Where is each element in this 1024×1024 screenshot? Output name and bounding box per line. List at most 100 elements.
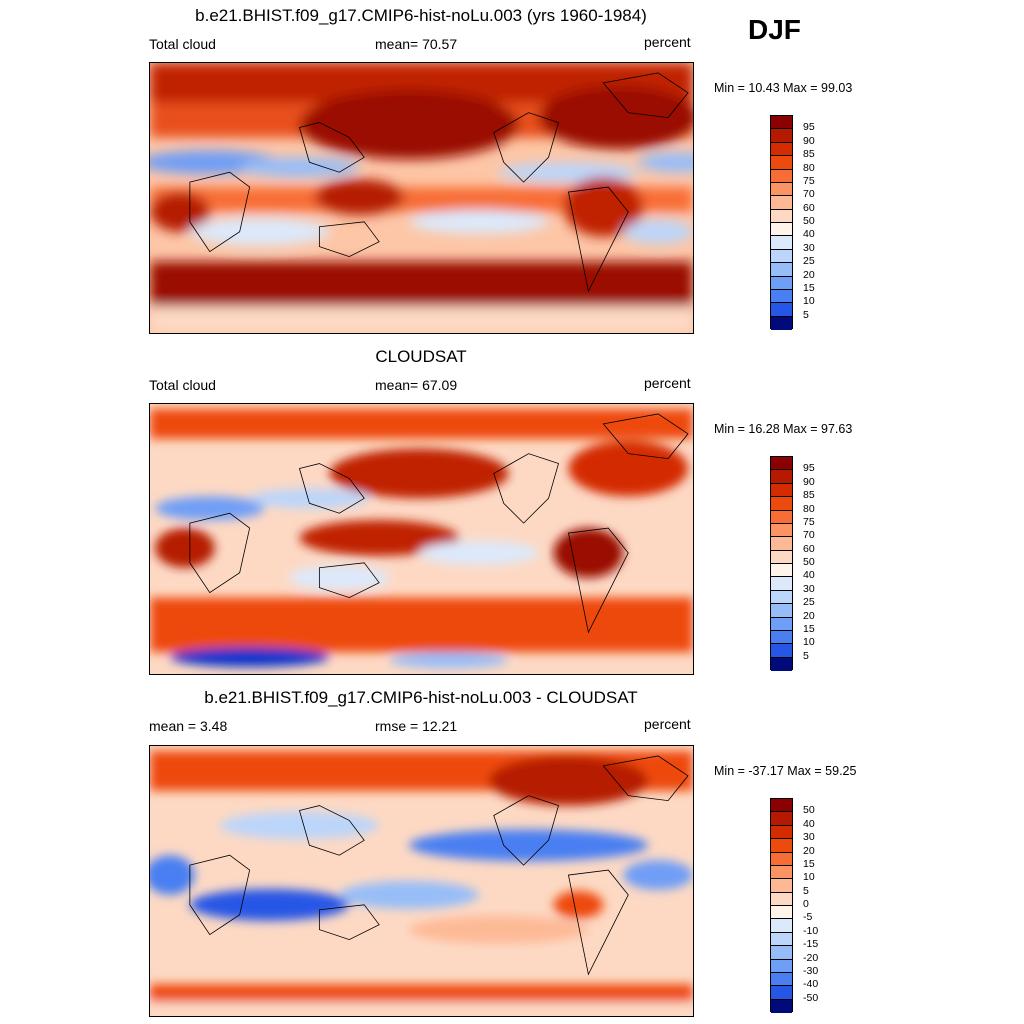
colorbar-swatch: [771, 986, 792, 1000]
colorbar-tick-label: 25: [803, 255, 815, 268]
colorbar-swatch: [771, 577, 792, 591]
colorbar-tick-label: 60: [803, 542, 815, 555]
season-label: DJF: [748, 14, 801, 45]
colorbar-tick-label: 90: [803, 475, 815, 488]
colorbar-tick-label: 0: [803, 898, 809, 910]
colorbar-swatch: [771, 617, 792, 631]
colorbar-swatch: [771, 523, 792, 538]
panel-3-rmse-label: rmse = 12.21: [375, 718, 458, 734]
colorbar-tick-label: 70: [803, 529, 815, 542]
colorbar-swatch: [771, 303, 792, 317]
colorbar-swatch: [771, 972, 792, 987]
panel-2-map: [149, 403, 694, 675]
colorbar-swatch: [771, 852, 792, 866]
colorbar-swatch: [771, 839, 792, 853]
colorbar-tick-label: 40: [803, 569, 815, 582]
colorbar-swatch: [771, 932, 792, 947]
panel-3-mean-label: mean = 3.48: [149, 718, 228, 734]
colorbar-tick-label: 20: [803, 268, 815, 281]
colorbar-tick-label: 30: [803, 831, 815, 844]
colorbar-swatch: [771, 510, 792, 524]
colorbar-swatch: [771, 249, 792, 264]
colorbar-swatch: [771, 156, 792, 170]
colorbar-tick-label: 20: [803, 609, 815, 622]
panel-1-units-label: percent: [644, 34, 691, 50]
colorbar-tick-label: 30: [803, 241, 815, 254]
colorbar-swatch: [771, 879, 792, 893]
colorbar-swatch: [771, 316, 792, 330]
colorbar-tick-label: -40: [803, 978, 819, 991]
colorbar-tick-label: 5: [803, 884, 809, 897]
panel-1-colorbar: [770, 115, 793, 330]
panel-3-map: [149, 745, 694, 1017]
panel-2-colorbar: [770, 456, 793, 671]
colorbar-swatch: [771, 169, 792, 183]
colorbar-tick-label: 80: [803, 161, 815, 174]
colorbar-swatch: [771, 799, 792, 813]
panel-2-variable-label: Total cloud: [149, 377, 216, 393]
colorbar-tick-label: 40: [803, 228, 815, 241]
colorbar-swatch: [771, 276, 792, 290]
colorbar-swatch: [771, 457, 792, 471]
colorbar-swatch: [771, 116, 792, 130]
colorbar-swatch: [771, 537, 792, 551]
panel-1-mean-label: mean= 70.57: [375, 36, 458, 52]
colorbar-tick-label: 5: [803, 308, 809, 321]
colorbar-swatch: [771, 129, 792, 143]
colorbar-tick-label: 60: [803, 201, 815, 214]
colorbar-swatch: [771, 865, 792, 880]
colorbar-tick-label: 85: [803, 148, 815, 161]
colorbar-swatch: [771, 999, 792, 1013]
panel-2-units-label: percent: [644, 375, 691, 391]
colorbar-swatch: [771, 564, 792, 578]
colorbar-swatch: [771, 906, 792, 920]
colorbar-swatch: [771, 657, 792, 671]
colorbar-tick-label: -5: [803, 911, 813, 924]
colorbar-tick-label: 20: [803, 844, 815, 857]
colorbar-tick-label: 75: [803, 174, 815, 187]
colorbar-tick-label: -20: [803, 951, 819, 964]
colorbar-tick-label: -10: [803, 924, 819, 937]
colorbar-swatch: [771, 196, 792, 210]
panel-1-title: b.e21.BHIST.f09_g17.CMIP6-hist-noLu.003 …: [195, 6, 647, 25]
colorbar-tick-label: 25: [803, 596, 815, 609]
colorbar-tick-label: 90: [803, 134, 815, 147]
colorbar-tick-label: 70: [803, 188, 815, 201]
colorbar-swatch: [771, 483, 792, 498]
panel-1-variable-label: Total cloud: [149, 36, 216, 52]
colorbar-swatch: [771, 644, 792, 658]
colorbar-swatch: [771, 263, 792, 277]
colorbar-tick-label: -50: [803, 991, 819, 1004]
colorbar-swatch: [771, 604, 792, 618]
colorbar-tick-label: 30: [803, 582, 815, 595]
panel-3-min-max: Min = -37.17 Max = 59.25: [714, 764, 857, 778]
colorbar-swatch: [771, 919, 792, 933]
colorbar-swatch: [771, 825, 792, 840]
panel-1-map: [149, 62, 694, 334]
colorbar-tick-label: 15: [803, 281, 815, 294]
colorbar-swatch: [771, 892, 792, 906]
colorbar-tick-label: 50: [803, 804, 815, 817]
colorbar-tick-label: 10: [803, 871, 815, 884]
colorbar-tick-label: -15: [803, 938, 819, 951]
colorbar-tick-label: 95: [803, 462, 815, 475]
colorbar-tick-label: 15: [803, 857, 815, 870]
colorbar-swatch: [771, 142, 792, 157]
colorbar-tick-label: 5: [803, 649, 809, 662]
colorbar-swatch: [771, 590, 792, 605]
colorbar-tick-label: 75: [803, 515, 815, 528]
colorbar-tick-label: 15: [803, 622, 815, 635]
colorbar-swatch: [771, 959, 792, 973]
panel-3-title: b.e21.BHIST.f09_g17.CMIP6-hist-noLu.003 …: [204, 688, 638, 707]
colorbar-swatch: [771, 236, 792, 250]
colorbar-tick-label: 50: [803, 556, 815, 568]
colorbar-tick-label: 10: [803, 295, 815, 308]
colorbar-swatch: [771, 550, 792, 564]
colorbar-tick-label: 50: [803, 215, 815, 227]
colorbar-swatch: [771, 470, 792, 484]
colorbar-swatch: [771, 182, 792, 197]
colorbar-swatch: [771, 630, 792, 645]
colorbar-tick-label: 40: [803, 817, 815, 830]
colorbar-tick-label: 85: [803, 489, 815, 502]
panel-2-min-max: Min = 16.28 Max = 97.63: [714, 422, 853, 436]
